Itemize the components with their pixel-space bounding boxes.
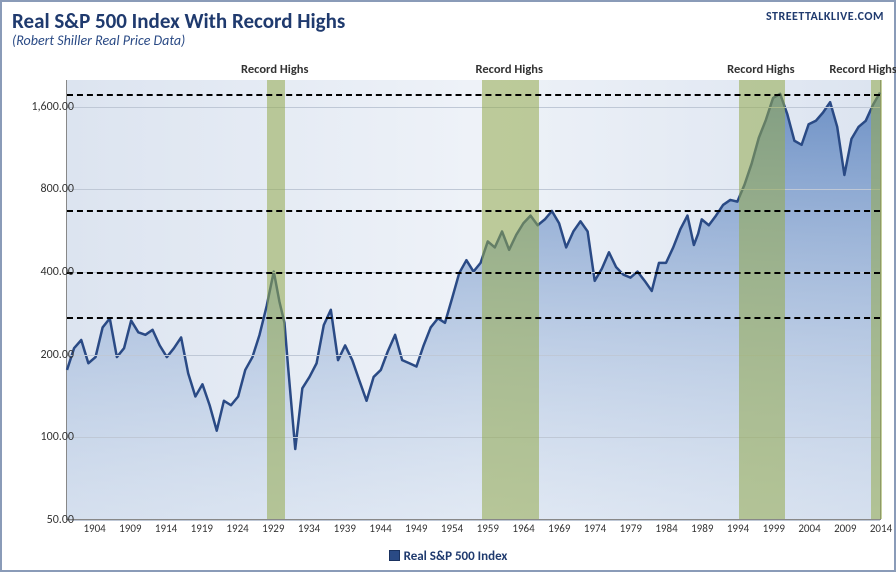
y-tick-label: 400.00 <box>18 265 74 279</box>
x-tick-label: 2014 <box>870 522 892 535</box>
x-tick-label: 1954 <box>441 522 463 535</box>
reference-dashline <box>67 94 880 96</box>
x-tick-label: 1919 <box>191 522 213 535</box>
chart-title: Real S&P 500 Index With Record Highs <box>12 8 884 34</box>
x-tick-label: 1929 <box>262 522 284 535</box>
x-tick-label: 1924 <box>226 522 248 535</box>
x-tick-label: 1984 <box>655 522 677 535</box>
reference-dashline <box>67 272 880 274</box>
record-high-label: Record Highs <box>829 62 896 77</box>
legend-label: Real S&P 500 Index <box>404 549 508 564</box>
reference-dashline <box>67 210 880 212</box>
record-high-label: Record Highs <box>241 62 308 77</box>
legend: Real S&P 500 Index <box>2 549 894 564</box>
record-high-band <box>482 80 539 519</box>
x-tick-label: 1999 <box>763 522 785 535</box>
record-high-band <box>739 80 785 519</box>
x-tick-label: 1934 <box>298 522 320 535</box>
legend-swatch <box>389 550 400 561</box>
source-label: STREETTALKLIVE.COM <box>766 10 884 24</box>
x-tick-label: 1959 <box>477 522 499 535</box>
x-tick-label: 1904 <box>83 522 105 535</box>
x-tick-label: 1979 <box>620 522 642 535</box>
plot-area <box>66 80 881 520</box>
x-tick-label: 1939 <box>334 522 356 535</box>
x-tick-label: 1944 <box>369 522 391 535</box>
reference-dashline <box>67 317 880 319</box>
chart-subtitle: (Robert Shiller Real Price Data) <box>12 32 884 49</box>
chart-frame: Real S&P 500 Index With Record Highs (Ro… <box>0 0 896 572</box>
record-high-label: Record Highs <box>476 62 543 77</box>
y-tick-label: 1,600.00 <box>18 100 74 114</box>
y-tick-label: 50.00 <box>18 513 74 527</box>
x-tick-label: 1914 <box>155 522 177 535</box>
record-high-label: Record Highs <box>727 62 794 77</box>
header: Real S&P 500 Index With Record Highs (Ro… <box>12 8 884 54</box>
x-tick-label: 2009 <box>834 522 856 535</box>
record-high-band <box>267 80 285 519</box>
gridline <box>67 520 880 521</box>
x-tick-label: 2004 <box>798 522 820 535</box>
y-tick-label: 100.00 <box>18 430 74 444</box>
x-tick-label: 1949 <box>405 522 427 535</box>
record-high-band <box>871 80 882 519</box>
x-tick-label: 1969 <box>548 522 570 535</box>
x-tick-label: 1989 <box>691 522 713 535</box>
x-tick-label: 1909 <box>119 522 141 535</box>
x-tick-label: 1994 <box>727 522 749 535</box>
x-tick-label: 1964 <box>512 522 534 535</box>
x-tick-label: 1974 <box>584 522 606 535</box>
y-tick-label: 200.00 <box>18 348 74 362</box>
y-tick-label: 800.00 <box>18 182 74 196</box>
